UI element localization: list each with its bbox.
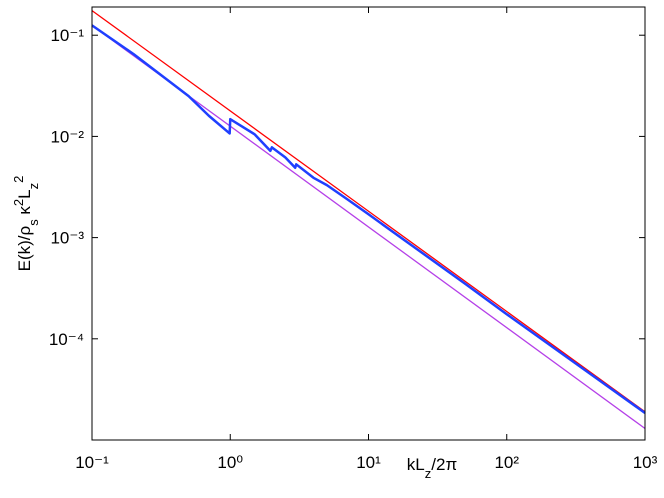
y-tick-label: 10⁻⁴ [49, 330, 84, 349]
x-axis-label-part: kL [407, 455, 425, 474]
x-tick-label: 10¹ [356, 453, 381, 472]
x-tick-label: 10⁰ [217, 453, 243, 472]
y-axis-label-part: s [26, 219, 41, 226]
x-tick-label: 10² [494, 453, 519, 472]
y-axis-label-part: 2 [11, 199, 26, 206]
y-tick-label: 10⁻¹ [50, 26, 84, 45]
series-line [91, 10, 646, 413]
y-axis-label-part: z [26, 183, 41, 190]
y-axis-label: E(k)/ρs κ2Lz2 [11, 176, 41, 272]
series-line [91, 24, 646, 414]
x-tick-label: 10³ [633, 453, 658, 472]
y-axis-label-part: E(k)/ρ [15, 226, 34, 272]
x-axis-label-part: z [425, 466, 432, 481]
x-axis-label-part: /2π [431, 455, 457, 474]
y-axis-label-part: L [15, 189, 34, 198]
y-axis-label-part: κ [15, 206, 34, 220]
y-tick-label: 10⁻² [50, 127, 84, 146]
y-tick-label: 10⁻³ [50, 229, 84, 248]
x-tick-label: 10⁻¹ [75, 453, 109, 472]
plot-frame [91, 6, 646, 441]
x-axis-label: kLz/2π [407, 455, 457, 481]
y-axis-label-part: 2 [11, 176, 26, 183]
